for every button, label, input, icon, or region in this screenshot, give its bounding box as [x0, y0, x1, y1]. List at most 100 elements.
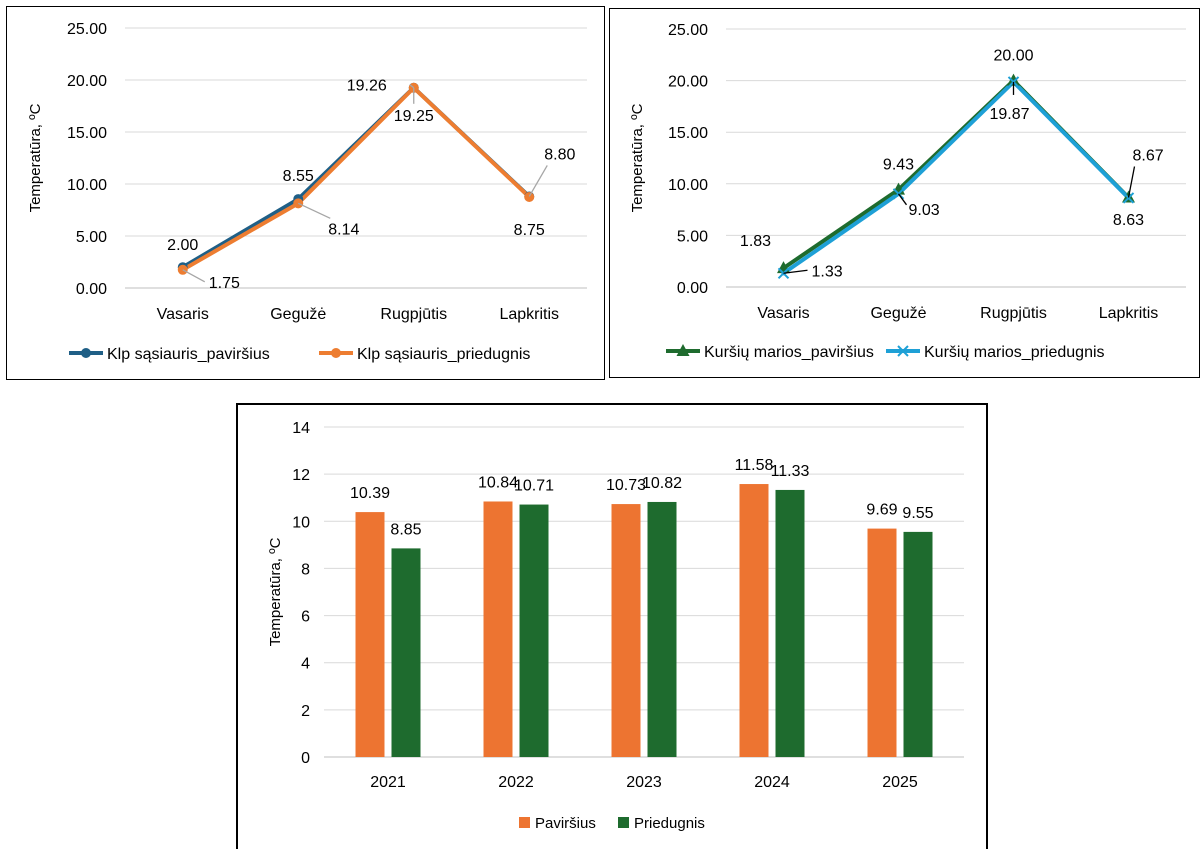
y-tick-label: 20.00 — [67, 73, 107, 90]
x-tick-label: 2024 — [754, 774, 790, 791]
legend-marker-1 — [897, 345, 909, 357]
x-tick-label: 2023 — [626, 774, 662, 791]
data-label: 9.03 — [909, 202, 940, 219]
data-label: 9.69 — [866, 502, 897, 519]
legend-swatch-0 — [519, 817, 530, 828]
data-label: 1.33 — [812, 263, 843, 280]
chart-panel-curonian-lagoon: 0.00 5.00 10.00 15.00 20.00 25.00 Temperatūra,… — [609, 8, 1200, 378]
y-tick-label: 0.00 — [677, 280, 708, 297]
bar-priedugnis-2023 — [647, 501, 677, 757]
data-label: 11.33 — [771, 463, 810, 480]
leader-line — [528, 165, 548, 197]
data-label: 20.00 — [993, 48, 1033, 65]
y-tick-label: 10.00 — [668, 177, 708, 194]
data-label: 8.67 — [1133, 148, 1164, 165]
bar-priedugnis-2025 — [903, 531, 933, 757]
y-axis-label: Temperatūra, ºC — [267, 537, 284, 646]
y-tick-label: 6 — [301, 609, 310, 626]
data-label: 10.82 — [642, 475, 682, 492]
data-label: 11.58 — [735, 457, 774, 474]
data-label: 10.39 — [350, 485, 390, 502]
y-axis-label: Temperatūra, ºC — [27, 103, 44, 212]
series-line-1 — [781, 79, 1131, 276]
y-tick-label: 5.00 — [76, 229, 107, 246]
data-point-1-3 — [1122, 192, 1135, 204]
bar-priedugnis-2021 — [391, 548, 421, 757]
bar-paviršius-2021 — [355, 512, 385, 757]
data-label: 2.00 — [167, 237, 198, 254]
x-tick-label: Rugpjūtis — [980, 305, 1047, 322]
chart-panel-annual-temperature: 0 2 4 6 8 10 12 14 Temperatūra, ºC 2021 10.39 8.85 2… — [236, 403, 988, 849]
line-chart-klaipeda-strait: 0.00 5.00 10.00 15.00 20.00 25.00 Temperatūra,… — [27, 21, 587, 363]
y-tick-label: 12 — [292, 467, 310, 484]
leader-line — [897, 193, 908, 206]
legend-marker-0 — [81, 348, 91, 358]
legend-marker-1 — [331, 348, 341, 358]
data-label: 1.75 — [209, 275, 240, 292]
data-label: 10.84 — [478, 474, 518, 491]
y-tick-label: 10.00 — [67, 177, 107, 194]
data-point-0-2 — [1007, 73, 1020, 86]
data-point-1-3 — [524, 192, 535, 202]
leader-line — [182, 269, 206, 283]
data-label: 19.87 — [990, 106, 1030, 123]
line-chart-curonian-lagoon: 0.00 5.00 10.00 15.00 20.00 25.00 Temperatūra,… — [629, 22, 1186, 361]
data-label: 8.63 — [1113, 212, 1144, 229]
data-label: 9.55 — [902, 505, 933, 522]
y-tick-label: 15.00 — [67, 125, 107, 142]
y-tick-label: 0.00 — [76, 281, 107, 298]
legend-label-1: Kuršių marios_priedugnis — [924, 344, 1105, 361]
data-label: 1.83 — [740, 233, 771, 250]
leader-line — [1127, 166, 1136, 198]
bar-paviršius-2025 — [867, 528, 897, 757]
bar-paviršius-2024 — [739, 484, 769, 757]
y-tick-label: 4 — [301, 656, 310, 673]
data-point-1-1 — [892, 188, 905, 200]
bar-paviršius-2023 — [611, 504, 641, 757]
x-tick-label: Lapkritis — [499, 306, 559, 323]
x-tick-label: 2022 — [498, 774, 534, 791]
x-tick-label: 2021 — [370, 774, 406, 791]
x-tick-label: Vasaris — [757, 305, 809, 322]
data-label: 19.25 — [394, 108, 434, 125]
legend-label-0: Klp sąsiauris_paviršius — [107, 346, 270, 363]
leader-line — [783, 269, 808, 274]
x-tick-label: 2025 — [882, 774, 918, 791]
leader-line — [297, 202, 331, 219]
legend-marker-0 — [676, 344, 690, 356]
x-tick-label: Gegužė — [870, 305, 926, 322]
bar-paviršius-2022 — [483, 501, 513, 757]
bar-chart-annual-temperature: 0 2 4 6 8 10 12 14 Temperatūra, ºC 2021 10.39 8.85 2… — [267, 420, 964, 832]
data-label: 9.43 — [883, 157, 914, 174]
legend-label-0: Paviršius — [535, 815, 596, 832]
y-tick-label: 15.00 — [668, 125, 708, 142]
x-tick-label: Vasaris — [157, 306, 209, 323]
legend-label-1: Priedugnis — [634, 815, 705, 832]
y-tick-label: 25.00 — [67, 21, 107, 38]
bar-priedugnis-2024 — [775, 489, 805, 757]
data-label: 8.85 — [390, 521, 421, 538]
data-label: 8.55 — [283, 168, 314, 185]
y-tick-label: 8 — [301, 561, 310, 578]
x-tick-label: Gegužė — [270, 306, 326, 323]
data-label: 8.75 — [514, 222, 545, 239]
data-label: 19.26 — [347, 78, 387, 95]
y-tick-label: 14 — [292, 420, 310, 437]
y-tick-label: 5.00 — [677, 228, 708, 245]
data-label: 8.14 — [328, 221, 359, 238]
bar-priedugnis-2022 — [519, 504, 549, 757]
data-label: 8.80 — [544, 146, 575, 163]
y-tick-label: 0 — [301, 750, 310, 767]
leader-line — [409, 84, 415, 89]
legend-label-1: Klp sąsiauris_priedugnis — [357, 346, 530, 363]
series-line-0 — [781, 78, 1131, 271]
y-tick-label: 2 — [301, 703, 310, 720]
series-line-1 — [180, 85, 532, 272]
legend-label-0: Kuršių marios_paviršius — [704, 344, 874, 361]
y-axis-label: Temperatūra, ºC — [629, 103, 646, 212]
y-tick-label: 25.00 — [668, 22, 708, 39]
data-label: 10.73 — [606, 477, 646, 494]
y-tick-label: 10 — [292, 514, 310, 531]
legend-swatch-1 — [618, 817, 629, 828]
chart-panel-klaipeda-strait: 0.00 5.00 10.00 15.00 20.00 25.00 Temperatūra,… — [6, 6, 605, 380]
